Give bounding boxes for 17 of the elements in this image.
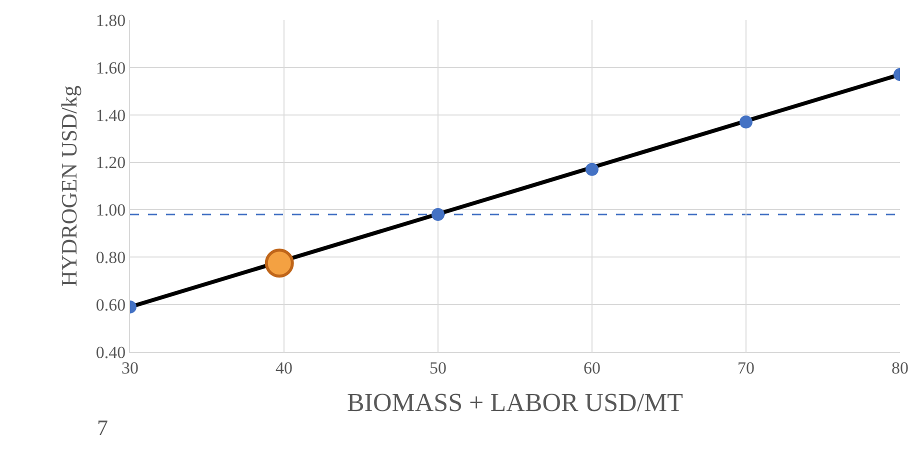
y-tick-label: 1.80 [96, 10, 126, 30]
y-axis-title: HYDROGEN USD/kg [56, 85, 82, 287]
y-tick-label: 0.80 [96, 248, 126, 268]
y-tick-label: 1.60 [96, 58, 126, 78]
text: 7 [97, 415, 108, 440]
x-tick-label: 50 [430, 358, 446, 378]
x-tick-label: 40 [276, 358, 292, 378]
x-tick-label: 70 [738, 358, 754, 378]
x-axis-title: BIOMASS + LABOR USD/MT [346, 388, 684, 418]
point [432, 208, 444, 221]
y-tick-label: 0.60 [96, 296, 126, 315]
y-tick-label: 1.20 [96, 153, 126, 172]
point [586, 162, 598, 176]
x-tick-label: 80 [892, 358, 908, 378]
x-tick-label: 60 [584, 358, 600, 378]
y-tick-label: 1.00 [96, 200, 126, 220]
y-tick-label: 1.40 [96, 106, 126, 125]
